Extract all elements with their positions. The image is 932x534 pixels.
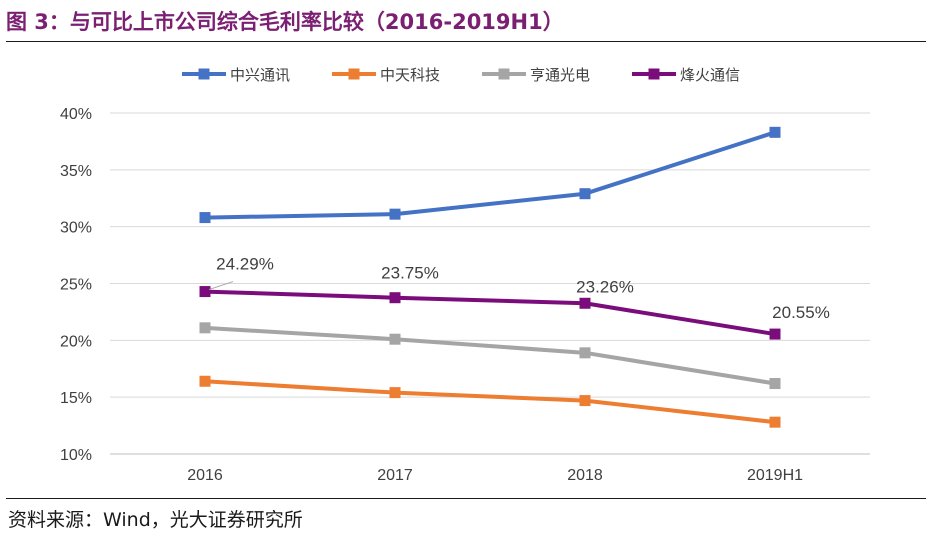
data-point-4-2 <box>389 292 401 304</box>
legend-label: 中兴通讯 <box>230 66 290 84</box>
data-point-1-4 <box>769 126 781 138</box>
x-tick-label-2019H1: 2019H1 <box>747 467 803 484</box>
y-tick-label-35: 35% <box>60 163 92 180</box>
data-label-4: 20.55% <box>772 303 830 322</box>
source-note: 资料来源：Wind，光大证券研究所 <box>8 509 303 531</box>
y-axis-tick-labels: 10% 15% 20% 25% 30% 35% 40% <box>60 106 92 464</box>
title-divider <box>6 41 926 42</box>
data-point-1-1 <box>199 212 211 224</box>
legend-label: 烽火通信 <box>680 66 740 84</box>
y-gridlines <box>110 112 870 455</box>
legend-swatch-marker <box>648 68 660 80</box>
series-3 <box>199 322 781 390</box>
series-line-1 <box>204 130 776 220</box>
legend-label: 亨通光电 <box>530 66 590 84</box>
data-point-2-4 <box>769 416 781 428</box>
data-point-3-4 <box>769 378 781 390</box>
legend-swatch-marker <box>498 68 510 80</box>
x-tick-label-2018: 2018 <box>567 467 603 484</box>
series-layer <box>199 126 781 428</box>
data-point-3-1 <box>199 322 211 334</box>
legend-swatch-marker <box>198 68 210 80</box>
data-point-4-1 <box>199 286 211 298</box>
data-label-3: 23.26% <box>576 277 634 296</box>
legend-swatch-marker <box>348 68 360 80</box>
series-line-2 <box>204 379 776 425</box>
source-divider <box>6 498 926 499</box>
y-tick-label-40: 40% <box>60 106 92 123</box>
y-tick-label-25: 25% <box>60 277 92 294</box>
legend-label: 中天科技 <box>380 66 440 84</box>
data-point-1-3 <box>579 188 591 200</box>
legend-item-3: 亨通光电 <box>482 66 590 84</box>
data-point-3-2 <box>389 333 401 345</box>
data-point-1-2 <box>389 208 401 220</box>
data-label-2: 23.75% <box>381 264 439 283</box>
y-tick-label-20: 20% <box>60 333 92 350</box>
x-tick-label-2016: 2016 <box>187 467 223 484</box>
legend-item-4: 烽火通信 <box>632 66 740 84</box>
data-point-4-3 <box>579 297 591 309</box>
data-label-1: 24.29% <box>216 255 274 274</box>
series-4 <box>199 286 781 340</box>
y-tick-label-15: 15% <box>60 390 92 407</box>
series-1 <box>199 126 781 224</box>
data-point-2-3 <box>579 395 591 407</box>
series-line-3 <box>204 325 776 386</box>
legend-item-2: 中天科技 <box>332 66 440 84</box>
x-tick-label-2017: 2017 <box>377 467 413 484</box>
series-2 <box>199 375 781 428</box>
data-point-2-2 <box>389 387 401 399</box>
data-point-3-3 <box>579 347 591 359</box>
data-point-2-1 <box>199 375 211 387</box>
x-axis: 2016 2017 2018 2019H1 <box>110 453 870 484</box>
legend-item-1: 中兴通讯 <box>182 66 290 84</box>
data-label-leader-line <box>208 281 234 291</box>
series-line-4 <box>204 289 776 337</box>
y-tick-label-30: 30% <box>60 220 92 237</box>
data-label-layer: 24.29% 23.75% 23.26% 20.55% <box>208 255 830 322</box>
chart-legend: 中兴通讯 中天科技 亨通光电 烽火通信 <box>182 66 740 84</box>
figure-title: 图 3：与可比上市公司综合毛利率比较（2016-2019H1） <box>6 10 564 34</box>
data-point-4-4 <box>769 328 781 340</box>
y-tick-label-10: 10% <box>60 447 92 464</box>
